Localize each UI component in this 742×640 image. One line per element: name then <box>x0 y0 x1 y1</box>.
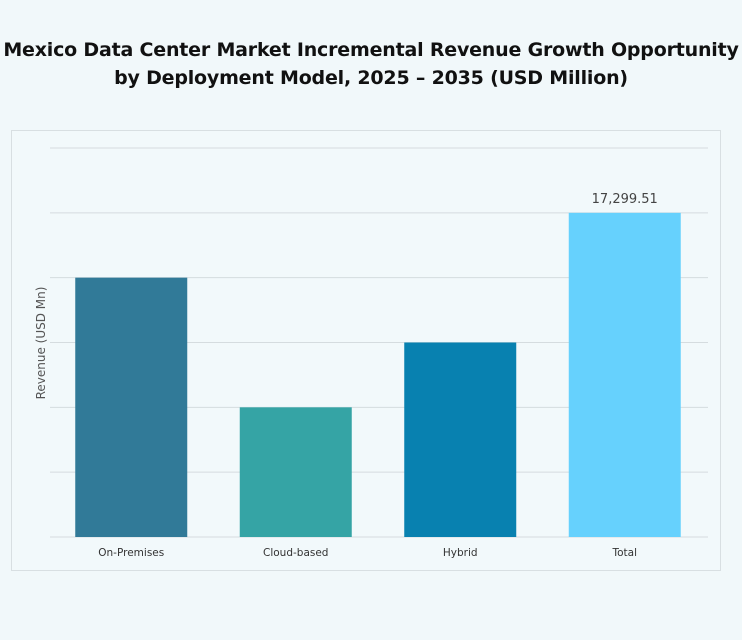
bar-hybrid <box>404 342 517 537</box>
x-tick-label: On-Premises <box>98 547 164 559</box>
data-label: 17,299.51 <box>592 192 658 207</box>
x-tick-label: Total <box>611 547 637 559</box>
bar-cloud-based <box>239 407 352 537</box>
x-tick-label: Cloud-based <box>263 547 328 559</box>
chart-title: Mexico Data Center Market Incremental Re… <box>3 39 739 89</box>
x-tick-label: Hybrid <box>443 547 478 559</box>
y-axis-label: Revenue (USD Mn) <box>34 287 48 400</box>
bar-total <box>568 212 681 537</box>
bar-on-premises <box>75 277 188 537</box>
